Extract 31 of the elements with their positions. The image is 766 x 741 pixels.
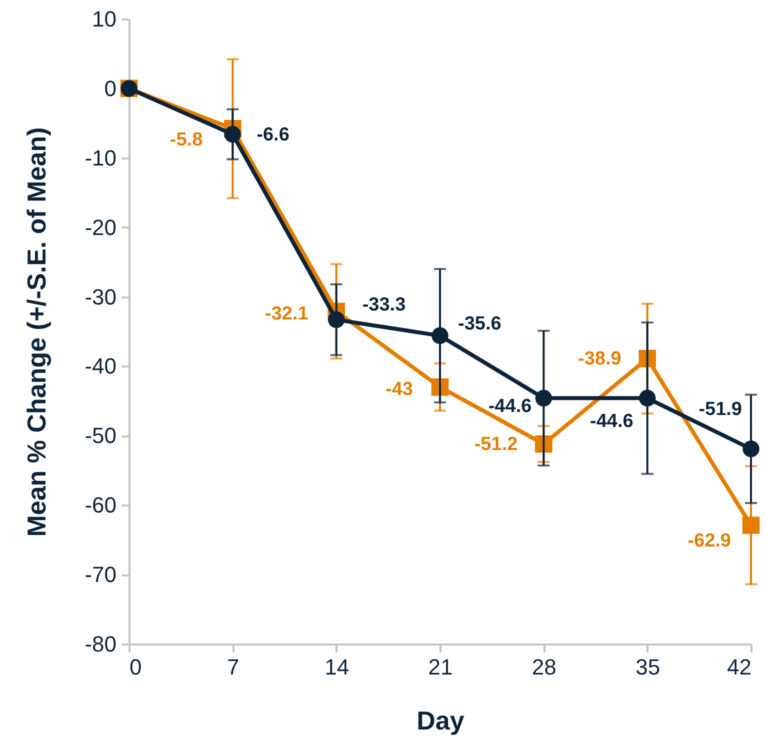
data-label: -38.9 — [578, 348, 622, 370]
y-tick-label: -60 — [84, 492, 116, 518]
x-tick-label: 35 — [636, 654, 660, 680]
y-tick-label: -40 — [84, 354, 116, 379]
y-tick-label: 0 — [104, 76, 116, 101]
x-tick-label: 21 — [428, 654, 453, 680]
y-tick-label: -50 — [84, 423, 116, 448]
y-axis-title: Mean % Change (+/-S.E. of Mean) — [22, 127, 52, 537]
x-tick-label: 28 — [532, 654, 556, 680]
x-tick-label: 7 — [227, 654, 240, 680]
data-label: -33.3 — [362, 294, 406, 316]
x-tick-label: 14 — [324, 654, 350, 680]
data-label: -44.6 — [488, 396, 532, 418]
data-label: -35.6 — [458, 314, 502, 335]
data-label: -32.1 — [265, 303, 309, 324]
x-axis-title: Day — [416, 706, 465, 736]
data-label: -6.6 — [256, 124, 290, 146]
y-tick-label: -20 — [84, 214, 116, 240]
data-label: -62.9 — [688, 530, 731, 552]
data-label: -51.2 — [474, 434, 518, 455]
x-tick-label: 42 — [727, 654, 752, 680]
y-tick-label: -80 — [84, 632, 116, 656]
y-tick-label: -70 — [84, 562, 116, 588]
x-tick-label: 0 — [130, 654, 142, 680]
data-label: -43 — [386, 379, 413, 400]
data-label: -5.8 — [170, 130, 203, 151]
data-label: -44.6 — [590, 411, 634, 432]
y-tick-label: -30 — [84, 284, 116, 310]
y-tick-label: 10 — [92, 6, 116, 32]
data-label: -51.9 — [698, 398, 742, 420]
y-tick-label: -10 — [84, 145, 116, 170]
